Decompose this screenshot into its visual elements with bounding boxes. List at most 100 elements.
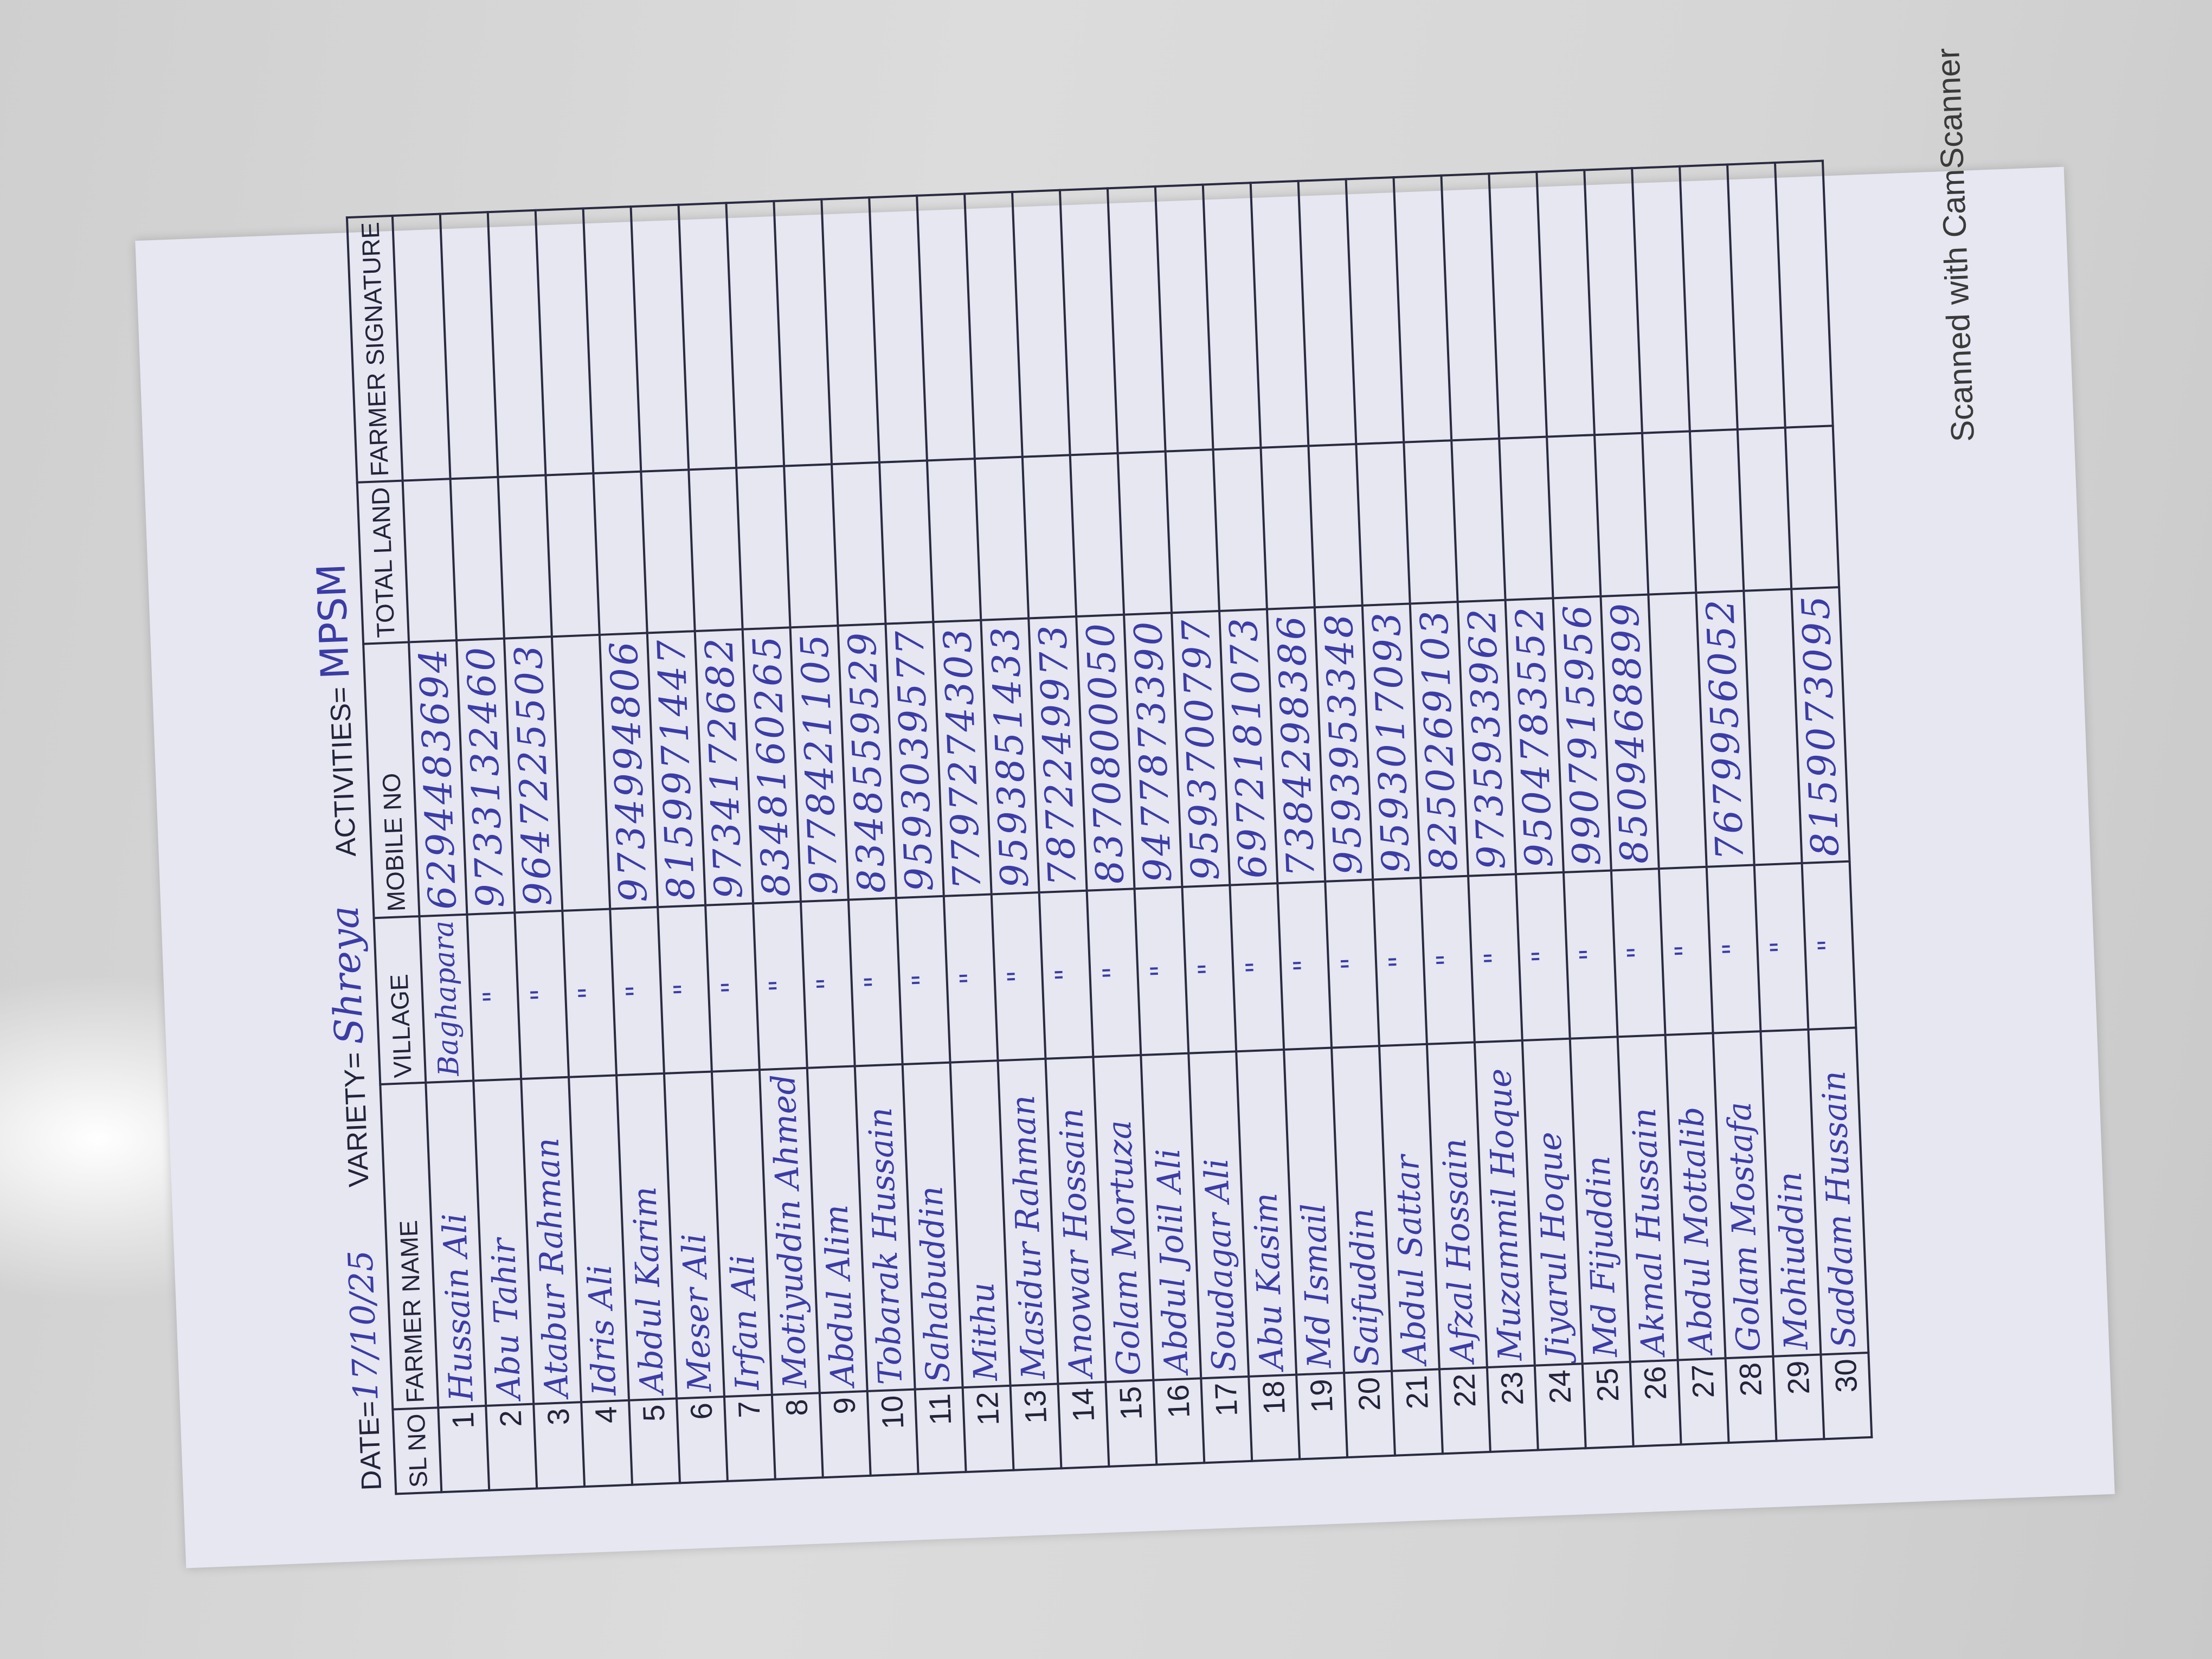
village-cell: "	[705, 903, 760, 1072]
sl-no-cell: 13	[1010, 1384, 1062, 1470]
total-land-cell	[1451, 439, 1506, 602]
village-cell: Baghapara	[419, 914, 474, 1083]
date-value: 17/10/25	[340, 1249, 386, 1402]
total-land-cell	[1213, 448, 1267, 612]
camscanner-watermark: Scanned with CamScanner	[1930, 47, 1981, 443]
total-land-cell	[402, 479, 457, 642]
total-land-cell	[1785, 426, 1840, 589]
total-land-cell	[879, 460, 934, 624]
col-total-land: TOTAL LAND	[357, 481, 409, 644]
village-cell: "	[658, 905, 712, 1073]
village-cell: "	[1420, 876, 1475, 1044]
village-cell: "	[1706, 865, 1761, 1033]
signature-cell	[1774, 160, 1833, 428]
sl-no-cell: 2	[486, 1404, 537, 1490]
total-land-cell	[545, 473, 600, 637]
sl-no-cell: 26	[1630, 1360, 1681, 1446]
sl-no-cell: 27	[1677, 1358, 1729, 1445]
total-land-cell	[1165, 449, 1219, 613]
village-cell: "	[1515, 872, 1570, 1040]
village-cell: "	[1754, 863, 1809, 1031]
variety-field: VARIETY= Shreya	[321, 905, 378, 1188]
sl-no-cell: 24	[1534, 1363, 1586, 1450]
total-land-cell	[641, 470, 695, 633]
total-land-cell	[832, 462, 886, 626]
village-cell: "	[1802, 861, 1856, 1030]
sl-no-cell: 22	[1439, 1367, 1490, 1454]
total-land-cell	[784, 464, 838, 628]
sl-no-cell: 25	[1582, 1361, 1634, 1449]
total-land-cell	[593, 472, 647, 635]
sl-no-cell: 5	[629, 1398, 680, 1485]
village-cell: "	[753, 901, 807, 1070]
sl-no-cell: 7	[724, 1394, 775, 1481]
village-cell: "	[562, 909, 617, 1077]
village-cell: "	[1468, 873, 1522, 1043]
total-land-cell	[450, 477, 504, 641]
sl-no-cell: 30	[1821, 1352, 1872, 1439]
sl-no-cell: 11	[915, 1387, 966, 1474]
table-body: 1 Hussain Ali Baghapara 6294483694 2 Abu Tahi…	[392, 160, 1872, 1493]
sl-no-cell: 20	[1344, 1371, 1396, 1458]
sl-no-cell: 4	[581, 1400, 633, 1487]
total-land-cell	[1261, 446, 1315, 609]
variety-value: Shreya	[321, 904, 372, 1046]
activities-label: ACTIVITIES=	[324, 686, 363, 858]
village-cell: "	[943, 894, 998, 1063]
sl-no-cell: 29	[1773, 1354, 1824, 1441]
activities-field: ACTIVITIES= MPSM	[308, 563, 365, 858]
farmer-table: SL NO FARMER NAME VILLAGE MOBILE NO TOTA…	[346, 160, 1873, 1495]
village-cell: "	[515, 910, 569, 1079]
village-cell: "	[1658, 866, 1713, 1035]
village-cell: "	[1182, 885, 1237, 1053]
activities-value: MPSM	[308, 562, 358, 680]
sl-no-cell: 18	[1249, 1374, 1300, 1461]
total-land-cell	[1117, 452, 1172, 615]
total-land-cell	[1308, 444, 1362, 608]
total-land-cell	[974, 457, 1029, 621]
total-land-cell	[1594, 433, 1649, 597]
col-sl-no: SL NO	[393, 1407, 442, 1494]
village-cell: "	[610, 906, 664, 1076]
total-land-cell	[927, 459, 981, 622]
sl-no-cell: 9	[819, 1391, 871, 1478]
sl-no-cell: 6	[676, 1396, 728, 1483]
total-land-cell	[498, 475, 552, 639]
total-land-cell	[1642, 431, 1696, 595]
village-cell: "	[1373, 877, 1427, 1046]
total-land-cell	[1737, 428, 1792, 591]
variety-label: VARIETY=	[338, 1051, 375, 1188]
village-cell: "	[1086, 888, 1141, 1057]
sl-no-cell: 12	[962, 1385, 1014, 1472]
sl-no-cell: 23	[1487, 1365, 1538, 1452]
village-cell: "	[896, 896, 950, 1064]
sl-no-cell: 28	[1725, 1356, 1777, 1443]
total-land-cell	[1404, 440, 1458, 604]
total-land-cell	[689, 468, 743, 632]
village-cell: "	[991, 892, 1046, 1061]
village-cell: "	[1134, 886, 1189, 1055]
total-land-cell	[1022, 455, 1077, 619]
col-village: VILLAGE	[374, 916, 426, 1084]
mobile-no-cell: 8159073095	[1791, 587, 1850, 863]
total-land-cell	[1070, 453, 1124, 617]
sl-no-cell: 14	[1058, 1381, 1109, 1469]
village-cell: "	[1277, 881, 1332, 1050]
village-cell: "	[1325, 879, 1379, 1048]
village-cell: "	[800, 899, 855, 1068]
sl-no-cell: 3	[533, 1401, 585, 1489]
total-land-cell	[1356, 442, 1410, 606]
total-land-cell	[736, 466, 790, 629]
sl-no-cell: 1	[438, 1405, 490, 1493]
village-cell: "	[1039, 890, 1094, 1059]
sl-no-cell: 16	[1153, 1378, 1205, 1465]
total-land-cell	[1689, 429, 1744, 593]
sl-no-cell: 21	[1392, 1369, 1443, 1456]
sl-no-cell: 10	[867, 1389, 918, 1476]
sl-no-cell: 17	[1201, 1376, 1252, 1463]
village-cell: "	[1230, 883, 1284, 1052]
total-land-cell	[1499, 436, 1553, 600]
date-label: DATE=	[352, 1400, 388, 1491]
sl-no-cell: 15	[1105, 1380, 1157, 1467]
village-cell: "	[848, 897, 903, 1066]
